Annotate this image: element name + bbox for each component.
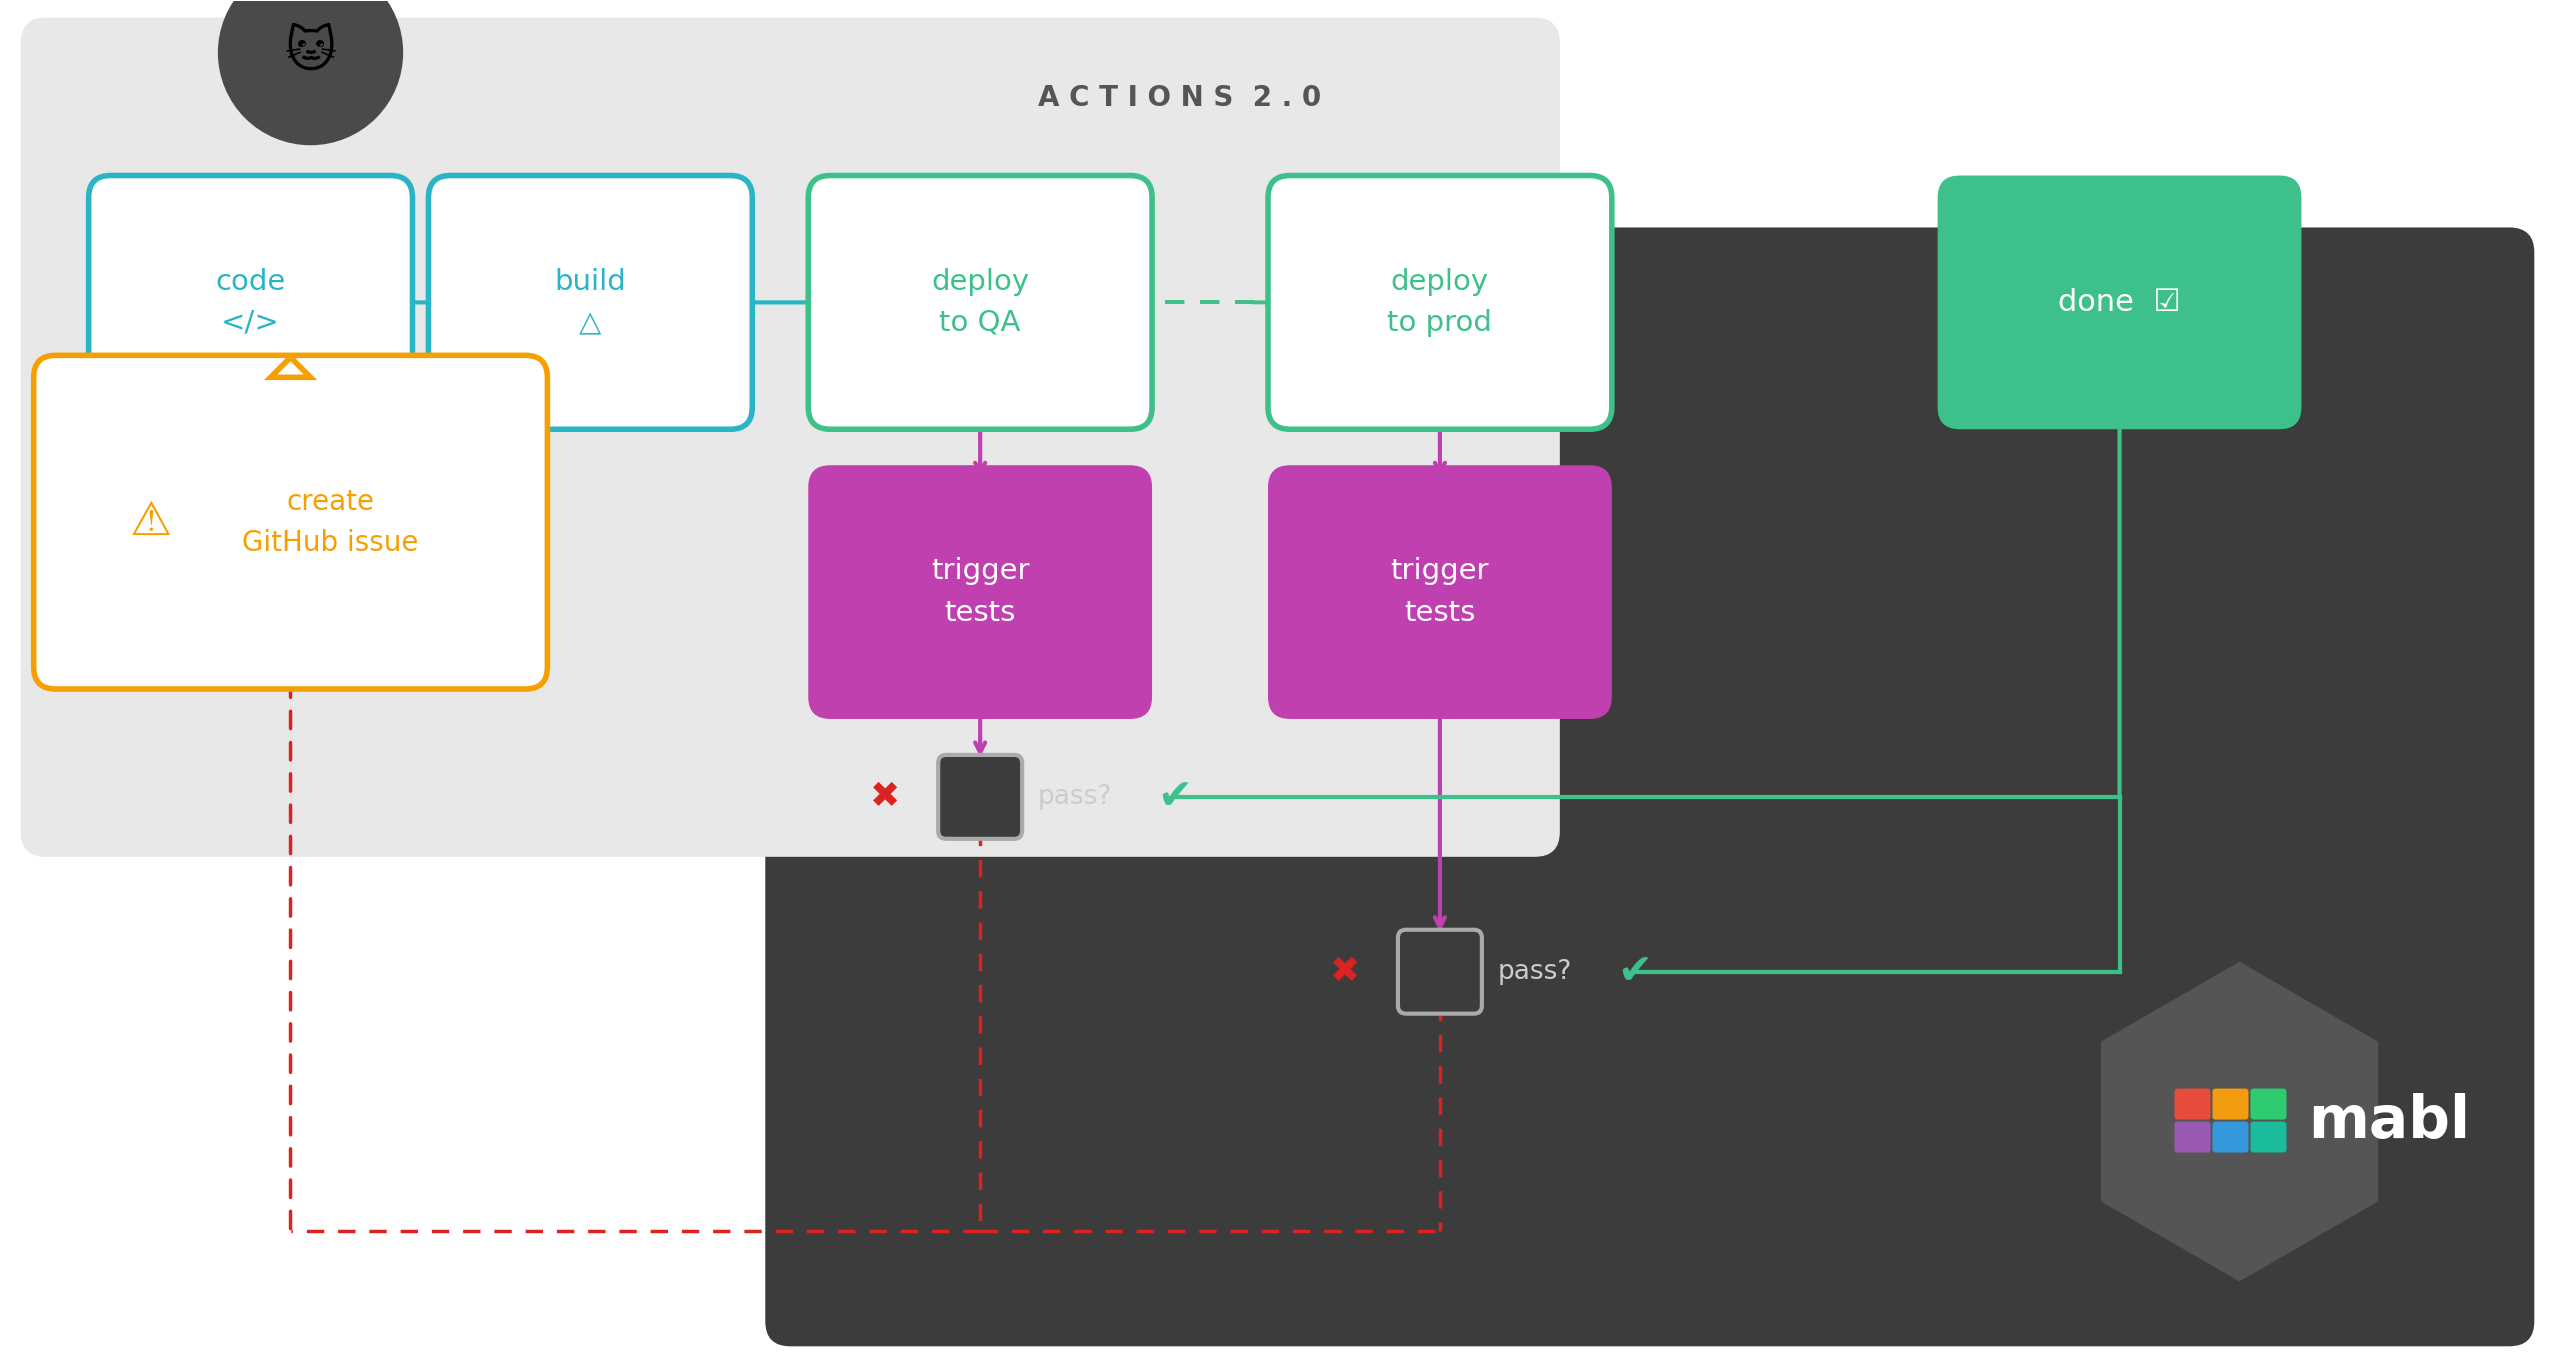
FancyBboxPatch shape xyxy=(2250,1122,2286,1152)
Text: ✔: ✔ xyxy=(1158,776,1191,818)
FancyBboxPatch shape xyxy=(1939,176,2301,429)
Text: done  ☑: done ☑ xyxy=(2059,288,2181,316)
FancyBboxPatch shape xyxy=(1398,930,1482,1014)
Polygon shape xyxy=(270,357,311,377)
FancyBboxPatch shape xyxy=(809,465,1153,719)
FancyBboxPatch shape xyxy=(2173,1088,2212,1119)
FancyBboxPatch shape xyxy=(765,227,2533,1347)
Text: 🐱: 🐱 xyxy=(286,28,337,77)
FancyBboxPatch shape xyxy=(939,754,1023,838)
FancyBboxPatch shape xyxy=(2250,1088,2286,1119)
Text: ✖: ✖ xyxy=(1329,955,1360,988)
Text: deploy
to QA: deploy to QA xyxy=(931,268,1028,337)
Text: mabl: mabl xyxy=(2309,1092,2469,1151)
Text: ⚠: ⚠ xyxy=(130,500,171,545)
FancyBboxPatch shape xyxy=(809,176,1153,429)
FancyBboxPatch shape xyxy=(20,18,1559,857)
Text: ✖: ✖ xyxy=(870,780,901,814)
Text: ✔: ✔ xyxy=(1617,950,1653,992)
Text: pass?: pass? xyxy=(1038,784,1112,810)
FancyBboxPatch shape xyxy=(1268,176,1612,429)
FancyBboxPatch shape xyxy=(429,176,753,429)
Polygon shape xyxy=(2102,961,2378,1282)
Circle shape xyxy=(219,0,403,145)
Text: create
GitHub issue: create GitHub issue xyxy=(242,488,418,557)
Text: trigger
tests: trigger tests xyxy=(931,557,1031,627)
FancyBboxPatch shape xyxy=(1268,465,1612,719)
Text: trigger
tests: trigger tests xyxy=(1390,557,1490,627)
Text: code
</>: code </> xyxy=(214,268,286,337)
Text: build
△: build △ xyxy=(554,268,625,337)
Text: A C T I O N S  2 . 0: A C T I O N S 2 . 0 xyxy=(1038,84,1321,112)
FancyBboxPatch shape xyxy=(2212,1088,2247,1119)
FancyBboxPatch shape xyxy=(33,356,548,690)
FancyBboxPatch shape xyxy=(2173,1122,2212,1152)
Text: deploy
to prod: deploy to prod xyxy=(1388,268,1492,337)
FancyBboxPatch shape xyxy=(2212,1122,2247,1152)
FancyBboxPatch shape xyxy=(89,176,413,429)
Text: pass?: pass? xyxy=(1497,959,1571,984)
